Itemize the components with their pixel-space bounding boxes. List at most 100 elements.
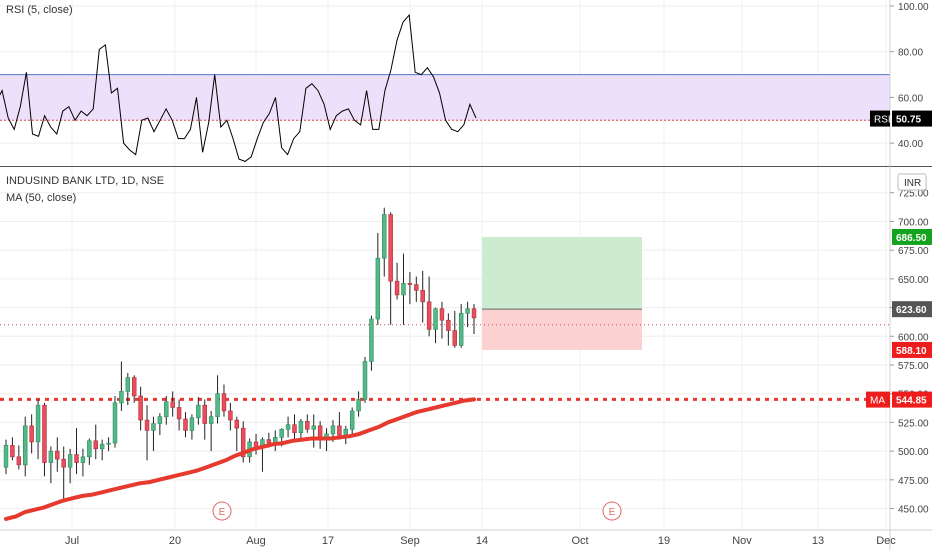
x-axis: Jul 20 Aug 17 Sep 14 Oct 19 Nov 13 Dec <box>65 535 896 547</box>
x-axis-label: Oct <box>571 535 588 547</box>
candle-body <box>414 284 419 291</box>
price-grid <box>0 0 890 530</box>
candle-body <box>401 283 406 296</box>
candle-body <box>151 423 156 431</box>
target-price-badge-bg <box>892 228 932 245</box>
stop-price-badge-value: 588.10 <box>896 346 927 357</box>
rsi-band <box>0 74 890 121</box>
candle-body <box>80 456 86 463</box>
candle-body <box>164 401 169 417</box>
target-zone[interactable] <box>482 236 642 310</box>
target-price-badge: 686.50 <box>892 228 932 245</box>
candle-body <box>446 319 451 331</box>
candle-body <box>362 361 368 400</box>
ma-title: MA (50, close) <box>6 192 77 204</box>
x-axis-label: Nov <box>732 535 752 547</box>
candle-body <box>407 283 413 285</box>
rsi-value-badge-value: 50.75 <box>896 115 921 126</box>
price-tick-label: 700.00 <box>898 217 929 228</box>
candle-body <box>266 439 272 444</box>
candle-body <box>144 419 150 431</box>
candle-body <box>61 458 66 468</box>
symbol-title: INDUSIND BANK LTD, 1D, NSE <box>6 175 165 187</box>
candle-body <box>189 417 195 431</box>
x-axis-label: Dec <box>876 535 896 547</box>
rsi-value-badge-prefix-bg <box>870 110 890 127</box>
candle-body <box>87 440 92 458</box>
candle-body <box>119 391 124 404</box>
candle-body <box>112 402 118 444</box>
earnings-marker[interactable]: E <box>212 501 232 521</box>
candle-body <box>292 424 297 434</box>
candles <box>3 207 477 500</box>
candle-body <box>382 214 387 259</box>
candle-body <box>228 410 233 421</box>
candle-body <box>125 377 131 392</box>
last-price-badge-bg <box>892 301 932 318</box>
earnings-marker[interactable]: E <box>602 501 622 521</box>
candle-body <box>426 301 432 330</box>
candle-body <box>29 425 34 443</box>
candle-body <box>311 425 316 430</box>
candle-body <box>375 257 381 320</box>
target-price-badge-value: 686.50 <box>896 233 927 244</box>
candle-body <box>343 428 349 436</box>
rsi-value-badge-prefix: RSI <box>874 115 891 126</box>
ma-value-badge-bg <box>892 391 932 408</box>
price-tick-label: 500.00 <box>898 447 929 458</box>
ma-line <box>4 397 476 521</box>
x-axis-label: 19 <box>658 535 670 547</box>
candle-body <box>452 330 457 346</box>
candle-body <box>240 427 246 458</box>
candle-body <box>465 308 470 314</box>
currency-box <box>897 173 927 191</box>
candle-body <box>157 416 163 424</box>
candle-body <box>93 440 98 450</box>
candle-body <box>10 445 15 458</box>
currency-label: INR <box>904 178 921 189</box>
price-tick-label: 650.00 <box>898 275 929 286</box>
price-tick-label: 475.00 <box>898 476 929 487</box>
rsi-tick-label: 80.00 <box>898 48 923 59</box>
candle-body <box>433 308 438 330</box>
candle-body <box>55 450 60 460</box>
x-axis-label: Jul <box>65 535 79 547</box>
candle-body <box>67 454 73 468</box>
candle-body <box>471 308 477 319</box>
candle-body <box>138 395 143 421</box>
price-tick-label: 725.00 <box>898 189 929 200</box>
candle-body <box>3 445 9 468</box>
earnings-marker-circle <box>602 501 622 521</box>
candle-body <box>23 425 28 466</box>
ma-value-badge: MA 544.85 <box>866 391 932 408</box>
rsi-tick-label: 40.00 <box>898 139 923 150</box>
price-tick-label: 525.00 <box>898 418 929 429</box>
last-price-badge-value: 623.60 <box>896 305 927 316</box>
x-axis-label: 20 <box>169 535 181 547</box>
candle-body <box>16 456 22 466</box>
candle-body <box>388 214 393 282</box>
ma-value-badge-prefix: MA <box>870 396 885 407</box>
earnings-marker-label: E <box>219 507 226 518</box>
candle-body <box>279 428 284 438</box>
candle-body <box>369 318 374 362</box>
x-axis-label: Aug <box>246 535 266 547</box>
candle-body <box>196 404 201 419</box>
x-axis-label: 13 <box>812 535 824 547</box>
candle-body <box>74 454 79 463</box>
candle-body <box>215 393 220 417</box>
candle-body <box>234 419 240 429</box>
candle-body <box>337 425 342 436</box>
candle-body <box>131 377 137 397</box>
earnings-marker-circle <box>212 501 232 521</box>
stop-price-badge-bg <box>892 341 932 358</box>
stop-zone[interactable] <box>482 309 642 350</box>
candle-body <box>305 420 310 430</box>
candle-body <box>330 425 336 435</box>
stop-price-badge: 588.10 <box>892 341 932 358</box>
x-axis-label: 14 <box>476 535 488 547</box>
candle-body <box>439 308 445 321</box>
